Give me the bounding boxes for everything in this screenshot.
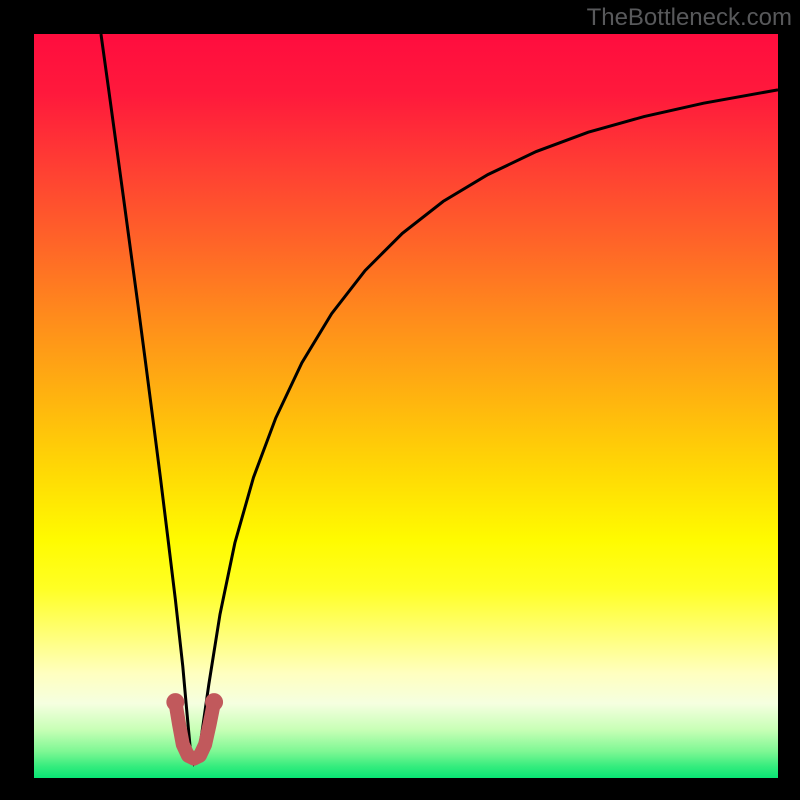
watermark-text: TheBottleneck.com xyxy=(587,4,792,32)
valley-end-dot-left xyxy=(166,693,184,711)
bottleneck-curve-chart xyxy=(0,0,800,800)
valley-end-dot-right xyxy=(205,693,223,711)
chart-frame: TheBottleneck.com xyxy=(0,0,800,800)
plot-background xyxy=(34,34,778,778)
